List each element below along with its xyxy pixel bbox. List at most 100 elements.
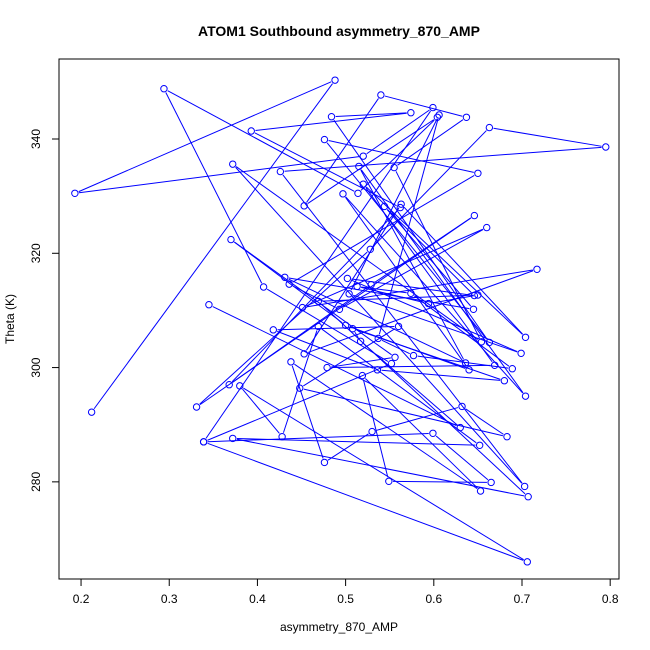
data-point [348,325,357,333]
data-point [259,283,268,291]
data-point [394,322,403,331]
data-point [485,123,494,132]
series-line-segment [413,295,510,367]
data-point [429,429,437,437]
series-line-segment [292,174,475,283]
data-point [520,482,529,491]
series-line-segment [356,329,501,380]
series-line-segment [78,81,332,193]
series-line-segment [288,278,462,362]
data-point [433,113,442,121]
y-tick-label: 280 [29,472,43,492]
data-point [199,438,208,446]
data-point [385,477,393,485]
series-line-segment [306,98,379,203]
data-point [469,305,478,313]
data-point [276,167,285,176]
series-line-segment [167,90,355,192]
data-point [323,363,331,372]
x-tick-label: 0.2 [73,592,90,606]
series-line-segment [335,112,407,118]
data-point [465,366,473,374]
series-line-segment [234,241,392,356]
series-lines [78,81,602,561]
data-point [517,349,525,357]
data-point [331,76,339,84]
series-line-segment [328,139,474,173]
series-line-segment [282,174,523,484]
data-point [374,334,382,343]
series-line-segment [207,442,524,561]
data-point [353,282,361,291]
x-tick-label: 0.6 [425,592,442,606]
data-point [229,160,237,168]
data-point [87,408,96,416]
series-line-segment [361,286,425,304]
data-point [367,281,375,289]
series-line-segment [403,206,524,335]
series-line-segment [266,288,389,362]
y-tick-label: 320 [29,243,43,263]
series-line-segment [93,83,333,410]
data-point [343,274,352,283]
data-point [424,299,433,308]
series-line-segment [306,228,484,307]
data-point [524,493,532,501]
data-point [368,427,376,436]
series-line-segment [232,286,369,383]
series-line-segment [212,306,457,427]
data-point [300,202,308,210]
data-point [483,223,491,232]
series-line-segment [493,127,602,147]
data-point [366,245,375,253]
series-line-segment [322,294,474,302]
series-line-segment [207,432,429,443]
x-axis: 0.2 0.3 0.4 0.5 0.6 0.7 0.8 [73,579,619,606]
data-point [298,303,307,312]
series-line-segment [365,378,478,489]
series-line-segment [381,369,501,381]
data-point [458,402,466,411]
series-line-segment [165,92,263,284]
data-point [477,338,486,346]
data-point [341,321,350,329]
data-point [474,291,482,299]
data-point [377,91,385,99]
series-line-segment [303,388,504,437]
series-line-segment [294,363,478,490]
series-line-segment [384,95,463,117]
data-point [456,423,464,432]
series-line-segment [321,303,526,495]
data-point [192,403,201,411]
data-point [602,143,610,151]
data-point [296,384,304,392]
series-line-segment [375,407,459,431]
x-tick-label: 0.4 [249,592,266,606]
data-point [462,113,471,121]
data-point [236,382,244,390]
data-point [160,85,168,93]
series-line-segment [234,241,343,324]
data-point [533,265,541,273]
data-point [397,200,405,208]
series-line-segment [231,210,398,383]
y-tick-label: 340 [29,129,43,149]
data-point [429,103,437,112]
data-point [474,169,482,177]
data-point [523,558,531,566]
data-point [71,189,79,197]
series-line-segment [361,286,407,294]
data-point [285,280,293,288]
series-line-segment [354,331,359,339]
data-point [407,289,415,297]
series-line-segment [342,229,484,308]
series-line-segment [360,169,524,394]
data-point [380,202,389,211]
series-line-segment [362,379,389,478]
data-point [485,338,494,347]
data-point [287,358,295,366]
data-point [320,135,329,144]
data-point [503,433,511,441]
